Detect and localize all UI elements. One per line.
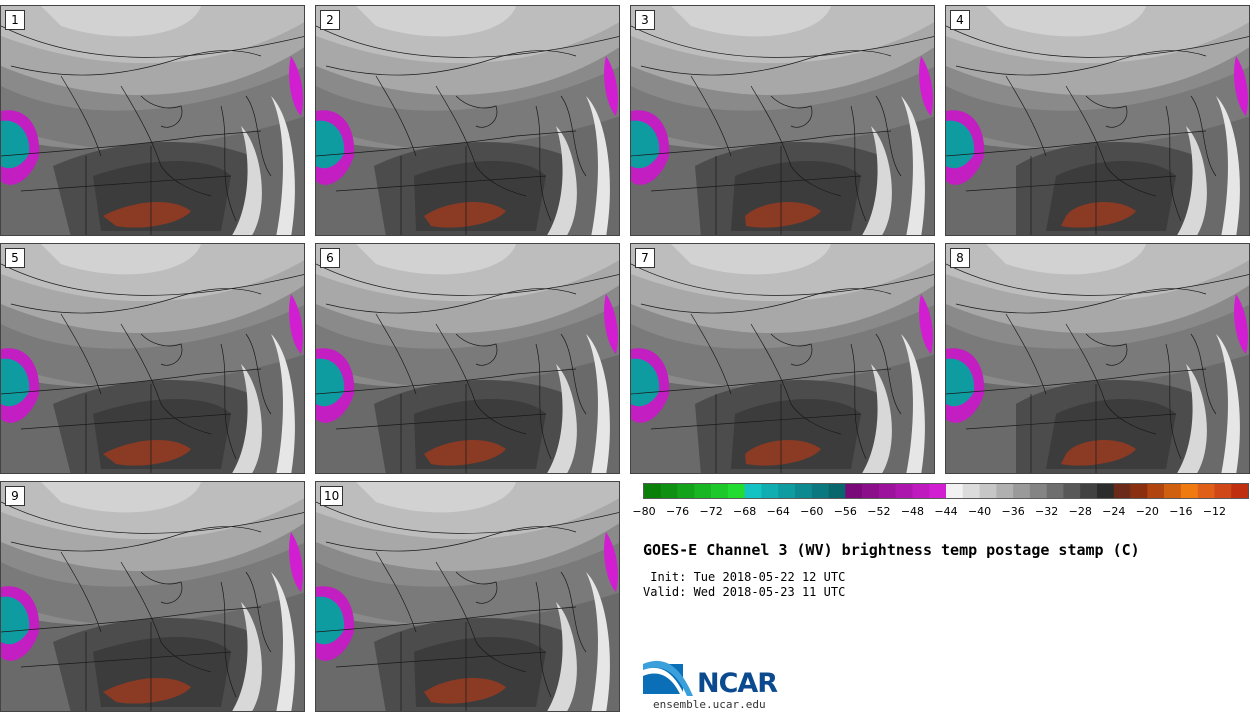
ensemble-member-panel: 8 — [945, 243, 1250, 474]
colorbar-swatch — [677, 484, 695, 498]
ensemble-member-panel: 4 — [945, 5, 1250, 236]
colorbar-swatch — [778, 484, 796, 498]
colorbar-tick-label: −24 — [1102, 505, 1126, 518]
colorbar-swatch — [1180, 484, 1198, 498]
colorbar-tick-label: −28 — [1068, 505, 1092, 518]
colorbar-tick-label: −72 — [699, 505, 723, 518]
colorbar-swatch — [1231, 484, 1249, 498]
ncar-logo — [643, 660, 693, 696]
ensemble-member-panel: 9 — [0, 481, 305, 712]
colorbar-swatch — [761, 484, 779, 498]
member-number: 1 — [5, 10, 25, 30]
colorbar-tick-label: −64 — [766, 505, 790, 518]
colorbar-swatch — [1046, 484, 1064, 498]
figure-title: GOES-E Channel 3 (WV) brightness temp po… — [643, 541, 1140, 559]
colorbar-swatch — [694, 484, 712, 498]
ensemble-member-panel: 10 — [315, 481, 620, 712]
colorbar-swatch — [795, 484, 813, 498]
colorbar-tick-label: −48 — [900, 505, 925, 518]
colorbar-swatch — [727, 484, 745, 498]
colorbar-swatch — [1029, 484, 1047, 498]
colorbar-tick-label: −68 — [733, 505, 757, 518]
member-number: 2 — [320, 10, 340, 30]
ensemble-member-panel: 3 — [630, 5, 935, 236]
colorbar-swatch — [895, 484, 913, 498]
member-number: 6 — [320, 248, 340, 268]
colorbar-swatch — [828, 484, 846, 498]
site-url: ensemble.ucar.edu — [653, 698, 766, 711]
member-number: 8 — [950, 248, 970, 268]
colorbar-swatch — [1130, 484, 1148, 498]
colorbar-tick-label: −32 — [1035, 505, 1059, 518]
colorbar-tick-label: −40 — [967, 505, 992, 518]
colorbar-swatch — [862, 484, 880, 498]
colorbar-swatch — [912, 484, 930, 498]
colorbar-swatch — [1214, 484, 1232, 498]
colorbar-swatch — [1097, 484, 1115, 498]
member-number: 3 — [635, 10, 655, 30]
colorbar-swatch — [1113, 484, 1131, 498]
colorbar-swatch — [644, 484, 662, 498]
member-number: 4 — [950, 10, 970, 30]
colorbar-tick-label: −20 — [1135, 505, 1159, 518]
colorbar-swatch — [929, 484, 947, 498]
colorbar-tick-label: −56 — [833, 505, 857, 518]
colorbar-swatch — [878, 484, 896, 498]
ensemble-member-panel: 6 — [315, 243, 620, 474]
colorbar-tick-label: −12 — [1202, 505, 1227, 518]
temperature-colorbar — [643, 483, 1249, 499]
member-number: 10 — [320, 486, 344, 506]
colorbar-swatch — [744, 484, 762, 498]
member-number: 5 — [5, 248, 25, 268]
colorbar-tick-label: −80 — [632, 505, 656, 518]
colorbar-swatch — [660, 484, 678, 498]
colorbar-swatch — [1080, 484, 1098, 498]
ensemble-member-panel: 1 — [0, 5, 305, 236]
ncar-logo-text: NCAR — [697, 668, 778, 699]
colorbar-swatch — [1147, 484, 1165, 498]
colorbar-swatch — [1063, 484, 1081, 498]
colorbar-swatch — [979, 484, 997, 498]
init-time: Init: Tue 2018-05-22 12 UTC — [643, 570, 846, 584]
colorbar-swatch — [845, 484, 863, 498]
colorbar-swatch — [1013, 484, 1031, 498]
colorbar-swatch — [962, 484, 980, 498]
colorbar-tick-label: −16 — [1169, 505, 1193, 518]
ensemble-member-panel: 7 — [630, 243, 935, 474]
colorbar-swatch — [811, 484, 829, 498]
colorbar-tick-label: −52 — [867, 505, 891, 518]
ensemble-member-panel: 2 — [315, 5, 620, 236]
member-number: 9 — [5, 486, 25, 506]
ensemble-member-panel: 5 — [0, 243, 305, 474]
valid-time: Valid: Wed 2018-05-23 11 UTC — [643, 585, 846, 599]
colorbar-swatch — [946, 484, 964, 498]
colorbar-tick-label: −76 — [665, 505, 690, 518]
colorbar-swatch — [1164, 484, 1182, 498]
colorbar-swatch — [711, 484, 729, 498]
colorbar-swatch — [1197, 484, 1215, 498]
colorbar-swatch — [996, 484, 1014, 498]
member-number: 7 — [635, 248, 655, 268]
colorbar-tick-label: −60 — [800, 505, 824, 518]
colorbar-tick-label: −44 — [934, 505, 958, 518]
colorbar-tick-label: −36 — [1001, 505, 1025, 518]
